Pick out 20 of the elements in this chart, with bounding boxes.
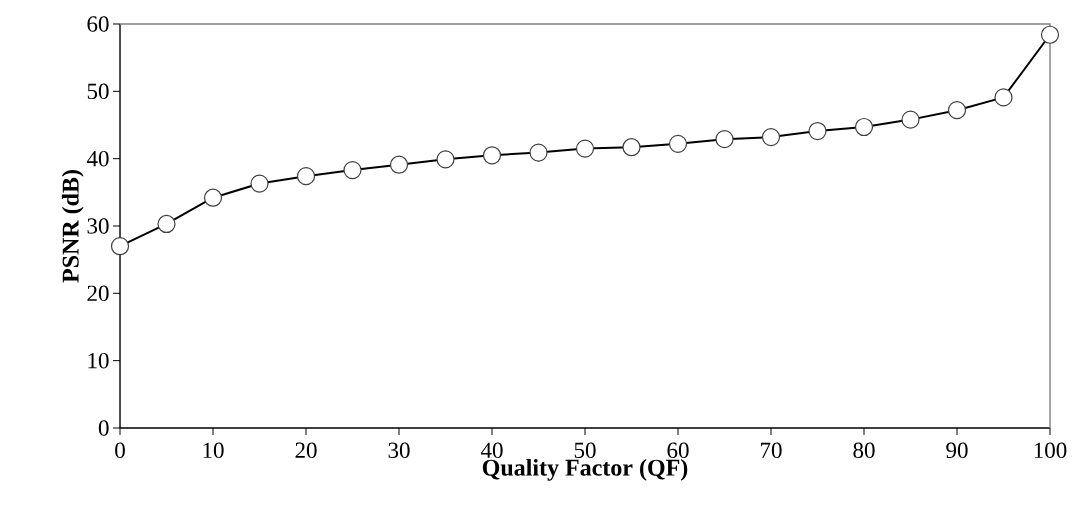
x-tick-label: 50 bbox=[574, 442, 596, 459]
x-tick-label: 40 bbox=[480, 442, 503, 459]
y-tick-label: 0 bbox=[98, 420, 109, 436]
x-tick-label: 90 bbox=[946, 442, 968, 459]
x-tick-label: 0 bbox=[115, 442, 125, 459]
y-tick-label: 60 bbox=[87, 16, 109, 32]
y-tick-label: 10 bbox=[88, 352, 109, 369]
x-tick-label: 70 bbox=[761, 442, 782, 459]
x-axis-title: Quality Factor (QF) bbox=[482, 458, 688, 481]
x-tick-label: 80 bbox=[853, 442, 875, 459]
x-tick-label: 10 bbox=[203, 442, 224, 459]
y-tick-label: 20 bbox=[87, 285, 109, 302]
x-tick-label: 60 bbox=[667, 442, 689, 459]
y-tick-label: 50 bbox=[87, 83, 109, 100]
x-tick-label: 100 bbox=[1034, 442, 1067, 459]
x-tick-label: 30 bbox=[388, 442, 410, 459]
y-tick-label: 30 bbox=[87, 218, 109, 234]
y-axis-title: PSNR (dB) bbox=[61, 170, 84, 283]
y-tick-label: 40 bbox=[86, 150, 109, 167]
x-tick-label: 20 bbox=[295, 442, 317, 459]
